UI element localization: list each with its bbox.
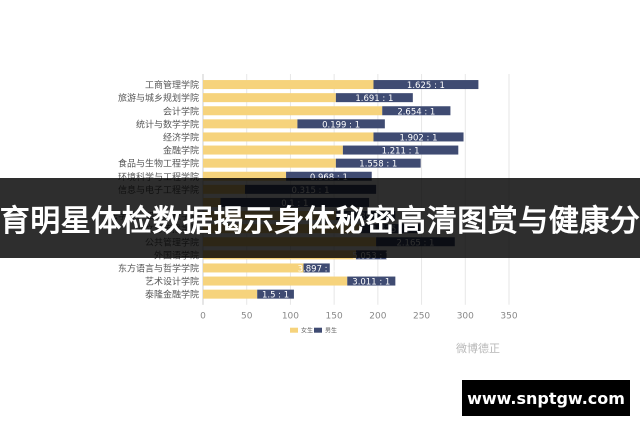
ratio-label: 0.968 : 1 <box>310 173 348 183</box>
ratio-label: 1.5 : 1 <box>262 291 289 301</box>
category-label: 金融学院 <box>163 145 199 157</box>
site-url-badge[interactable]: www.snptgw.com <box>462 380 630 416</box>
bar-female <box>203 263 304 273</box>
bar-male <box>303 263 330 273</box>
category-label: 食品与生物工程学院 <box>118 158 199 170</box>
category-label: 工商管理学院 <box>145 79 199 91</box>
category-label: 艺术设计学院 <box>145 276 199 288</box>
banner-title: 体育明星体检数据揭示身体秘密高清图赏与健康分析 <box>0 204 640 239</box>
bar-male <box>297 119 385 129</box>
legend-label: 女生 <box>301 327 313 335</box>
ratio-label: 1.211 : 1 <box>382 147 420 157</box>
bar-female <box>203 93 336 103</box>
ratio-label: 1.558 : 1 <box>359 160 397 170</box>
bar-female <box>203 276 348 286</box>
x-tick-label: 350 <box>500 312 517 322</box>
ratio-label: 0.199 : 1 <box>322 120 360 130</box>
bar-female <box>203 145 343 155</box>
ratio-label: 1.691 : 1 <box>355 94 393 104</box>
legend-label: 男生 <box>325 327 337 335</box>
ratio-label: 2.654 : 1 <box>397 107 435 117</box>
ratio-label: 1.902 : 1 <box>400 133 438 143</box>
bar-female <box>203 80 374 90</box>
legend-swatch <box>314 327 322 333</box>
ratio-label: 3.011 : 1 <box>352 278 390 288</box>
category-label: 会计学院 <box>163 105 199 117</box>
bar-male <box>342 145 459 155</box>
x-tick-label: 50 <box>241 312 253 322</box>
bar-female <box>203 158 336 168</box>
category-label: 泰隆金融学院 <box>145 289 199 301</box>
watermark-text: 微博德正 <box>456 342 500 355</box>
category-label: 旅游与城乡规划学院 <box>118 92 199 104</box>
x-tick-label: 250 <box>413 312 430 322</box>
bar-male <box>347 276 396 286</box>
site-url[interactable]: www.snptgw.com <box>467 388 625 408</box>
bar-male <box>286 171 372 181</box>
ratio-label: 3.897 : 1 <box>298 264 336 274</box>
bar-male <box>373 80 479 90</box>
bar-female <box>203 132 374 142</box>
category-label: 统计与数学学院 <box>136 118 199 130</box>
x-tick-label: 100 <box>282 312 299 322</box>
bar-male <box>335 93 413 103</box>
bar-female <box>203 171 287 181</box>
weibo-watermark: 微博德正 <box>456 340 500 356</box>
bar-male <box>335 158 421 168</box>
bar-male <box>373 132 464 142</box>
x-tick-label: 300 <box>457 312 474 322</box>
title-banner: 体育明星体检数据揭示身体秘密高清图赏与健康分析 <box>0 178 640 258</box>
x-tick-label: 150 <box>326 312 343 322</box>
bar-female <box>203 289 258 299</box>
bar-female <box>203 119 298 129</box>
x-tick-label: 0 <box>200 312 206 322</box>
bar-male <box>382 106 451 116</box>
bar-female <box>203 106 383 116</box>
legend-swatch <box>290 327 298 333</box>
category-label: 东方语言与哲学学院 <box>118 262 199 274</box>
x-tick-label: 200 <box>369 312 386 322</box>
category-label: 经济学院 <box>163 131 199 143</box>
bar-male <box>257 289 294 299</box>
ratio-label: 1.625 : 1 <box>407 81 445 91</box>
